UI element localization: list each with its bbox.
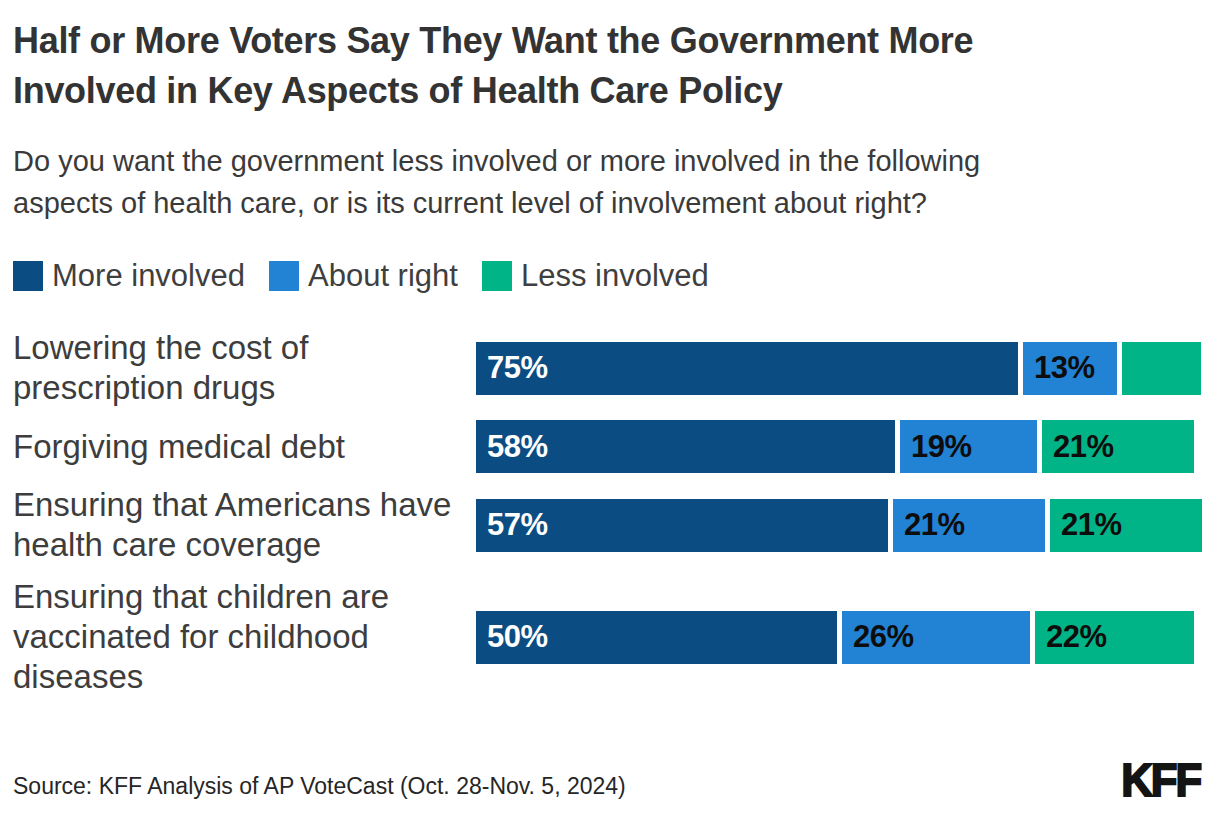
legend-label: Less involved	[521, 260, 709, 292]
legend-item-more-involved: More involved	[13, 260, 245, 292]
legend-item-about-right: About right	[269, 260, 458, 292]
bar-segment-value: 50%	[476, 619, 548, 655]
chart-row: Ensuring that children arevaccinated for…	[13, 577, 1200, 697]
bar-segment-less-involved: 21%	[1042, 420, 1194, 473]
chart-title-line: Half or More Voters Say They Want the Go…	[13, 16, 1200, 66]
category-label-line: diseases	[13, 657, 476, 697]
category-label-line: Lowering the cost of	[13, 328, 476, 368]
bar-segment-value: 21%	[1042, 429, 1114, 465]
bar-segment-less-involved	[1122, 342, 1201, 395]
category-label: Lowering the cost ofprescription drugs	[13, 328, 476, 408]
category-label: Forgiving medical debt	[13, 427, 476, 467]
bar-segment-value: 19%	[900, 429, 972, 465]
legend-label: More involved	[52, 260, 245, 292]
chart-row: Ensuring that Americans havehealth care …	[13, 485, 1200, 565]
legend-label: About right	[308, 260, 458, 292]
stacked-bar-chart: Lowering the cost ofprescription drugs75…	[13, 328, 1200, 697]
kff-logo: KFF	[1121, 760, 1200, 800]
bar-segment-more-involved: 50%	[476, 611, 837, 664]
bar-segment-value: 13%	[1023, 350, 1095, 386]
bar-segment-about-right: 21%	[893, 499, 1045, 552]
bar-segment-about-right: 19%	[900, 420, 1037, 473]
bar-segment-value: 21%	[1050, 507, 1122, 543]
legend-item-less-involved: Less involved	[482, 260, 709, 292]
category-label-line: vaccinated for childhood	[13, 617, 476, 657]
bar-segment-value: 57%	[476, 507, 548, 543]
bar-segment-about-right: 13%	[1023, 342, 1117, 395]
bar-track: 75% 13%	[476, 342, 1201, 395]
bar-segment-value: 22%	[1035, 619, 1107, 655]
category-label-line: Forgiving medical debt	[13, 427, 476, 467]
bar-segment-value: 58%	[476, 429, 548, 465]
category-label-line: Ensuring that children are	[13, 577, 476, 617]
bar-segment-less-involved: 21%	[1050, 499, 1202, 552]
chart-title-line: Involved in Key Aspects of Health Care P…	[13, 66, 1200, 116]
bar-segment-less-involved: 22%	[1035, 611, 1194, 664]
category-label: Ensuring that Americans havehealth care …	[13, 485, 476, 565]
chart-subtitle-line: aspects of health care, or is its curren…	[13, 182, 1200, 224]
source-note: Source: KFF Analysis of AP VoteCast (Oct…	[13, 772, 626, 800]
page-root: Half or More Voters Say They Want the Go…	[0, 0, 1220, 812]
chart-row: Lowering the cost ofprescription drugs75…	[13, 328, 1200, 408]
bar-segment-more-involved: 75%	[476, 342, 1018, 395]
chart-row: Forgiving medical debt58% 19% 21%	[13, 420, 1200, 473]
footer: Source: KFF Analysis of AP VoteCast (Oct…	[13, 760, 1200, 800]
bar-track: 57% 21% 21%	[476, 499, 1202, 552]
bar-segment-value: 26%	[842, 619, 914, 655]
legend-swatch-less-involved-icon	[482, 261, 512, 291]
bar-segment-about-right: 26%	[842, 611, 1030, 664]
legend-swatch-about-right-icon	[269, 261, 299, 291]
bar-segment-more-involved: 57%	[476, 499, 888, 552]
category-label-line: Ensuring that Americans have	[13, 485, 476, 525]
bar-segment-value: 21%	[893, 507, 965, 543]
bar-segment-value: 75%	[476, 350, 548, 386]
category-label-line: health care coverage	[13, 525, 476, 565]
bar-segment-more-involved: 58%	[476, 420, 895, 473]
chart-subtitle-line: Do you want the government less involved…	[13, 140, 1200, 182]
category-label: Ensuring that children arevaccinated for…	[13, 577, 476, 697]
category-label-line: prescription drugs	[13, 368, 476, 408]
bar-track: 50% 26% 22%	[476, 611, 1194, 664]
chart-subtitle: Do you want the government less involved…	[13, 140, 1200, 224]
legend-swatch-more-involved-icon	[13, 261, 43, 291]
bar-track: 58% 19% 21%	[476, 420, 1194, 473]
chart-title: Half or More Voters Say They Want the Go…	[13, 16, 1200, 116]
legend: More involved About right Less involved	[13, 260, 1200, 292]
